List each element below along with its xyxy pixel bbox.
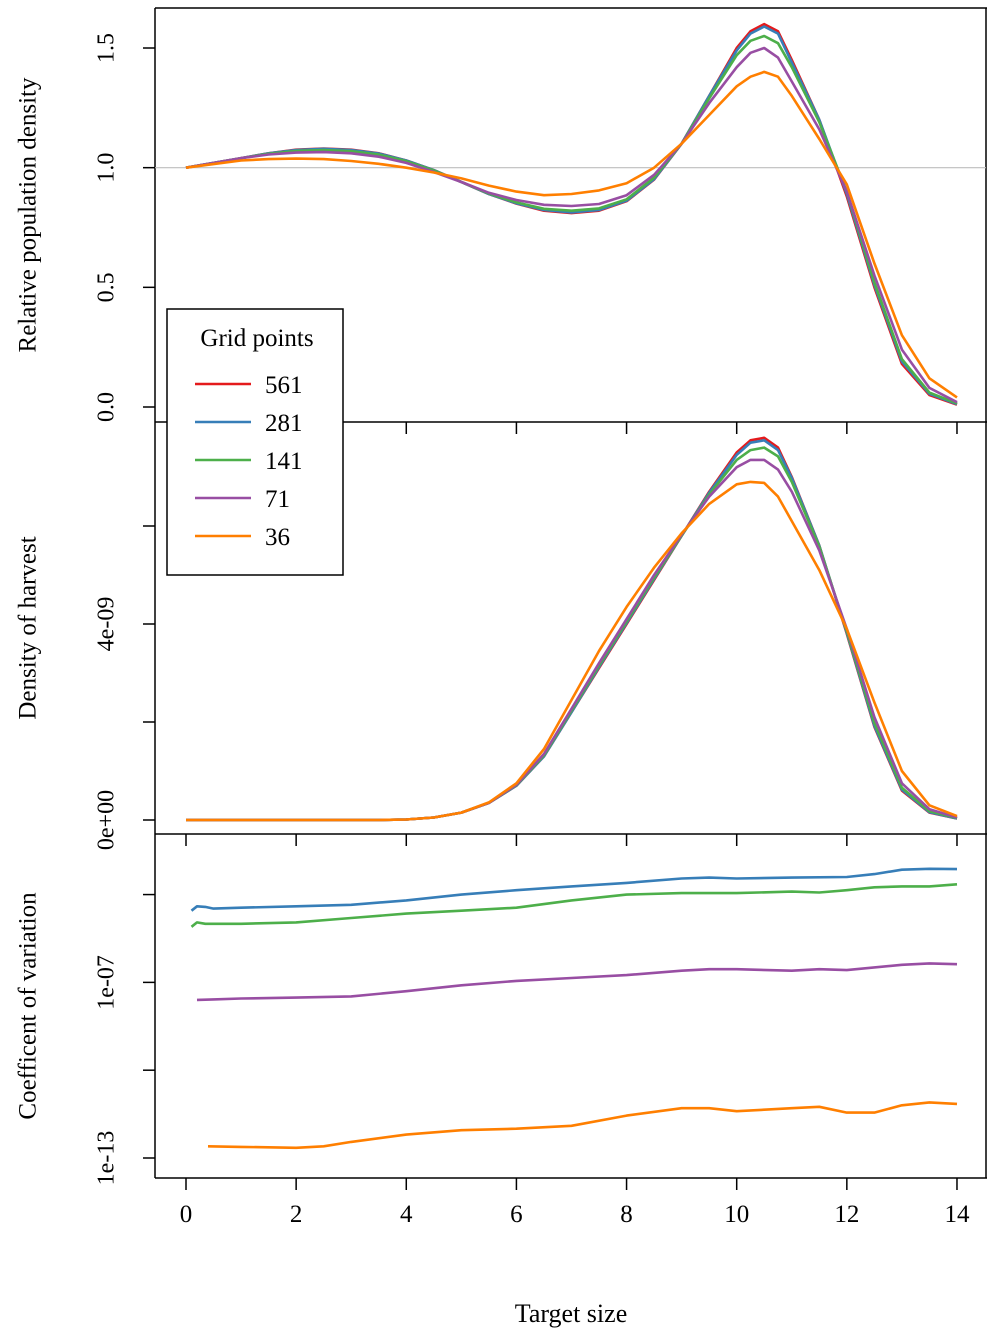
x-tick-label: 0 xyxy=(180,1201,193,1228)
y-axis-label: Density of harvest xyxy=(15,536,42,719)
panel-2: 0e+00 4e-09 Density of harvest xyxy=(15,422,987,850)
legend-label-71: 71 xyxy=(265,486,290,513)
y-tick-label: 1e-07 xyxy=(94,955,120,1010)
series-line-141 xyxy=(190,883,958,928)
legend-label-141: 141 xyxy=(265,448,303,475)
series-line-71 xyxy=(196,962,958,1002)
y-tick-label: 0e+00 xyxy=(94,790,120,850)
series-line-36 xyxy=(207,1101,958,1150)
y-tick-label: 0.5 xyxy=(94,272,120,302)
x-tick-label: 12 xyxy=(834,1201,859,1228)
legend-label-281: 281 xyxy=(265,410,303,437)
series-line-36 xyxy=(185,70,958,399)
series-line-281 xyxy=(190,867,958,912)
y-tick-label: 1e-13 xyxy=(94,1131,120,1186)
x-tick-label: 14 xyxy=(944,1201,970,1228)
x-tick-label: 6 xyxy=(510,1201,523,1228)
series-line-36 xyxy=(186,480,958,822)
legend-label-36: 36 xyxy=(265,524,290,551)
x-tick-label: 10 xyxy=(724,1201,749,1228)
x-tick-label: 4 xyxy=(400,1201,413,1228)
panel-1: 0.0 0.5 1.0 1.5 Relative population density xyxy=(15,7,987,434)
y-tick-label: 4e-09 xyxy=(94,597,120,652)
legend-label-561: 561 xyxy=(265,372,303,399)
panel-3: 1e-13 1e-07 Coefficent of variation xyxy=(15,834,987,1190)
y-tick-label: 1.0 xyxy=(94,153,120,183)
y-axis-label: Coefficent of variation xyxy=(15,892,42,1120)
x-axis-label: Target size xyxy=(515,1299,627,1328)
x-tick-label: 2 xyxy=(290,1201,303,1228)
x-tick-label: 8 xyxy=(620,1201,633,1228)
y-tick-label: 0.0 xyxy=(94,392,120,422)
legend-box xyxy=(166,308,344,576)
series-line-141 xyxy=(185,34,958,405)
y-axis-label: Relative population density xyxy=(15,77,42,352)
y-tick-label: 1.5 xyxy=(94,33,120,63)
legend: Grid points 561 281 141 71 36 xyxy=(166,308,344,576)
legend-title: Grid points xyxy=(200,325,313,352)
series-line-71 xyxy=(185,46,958,404)
